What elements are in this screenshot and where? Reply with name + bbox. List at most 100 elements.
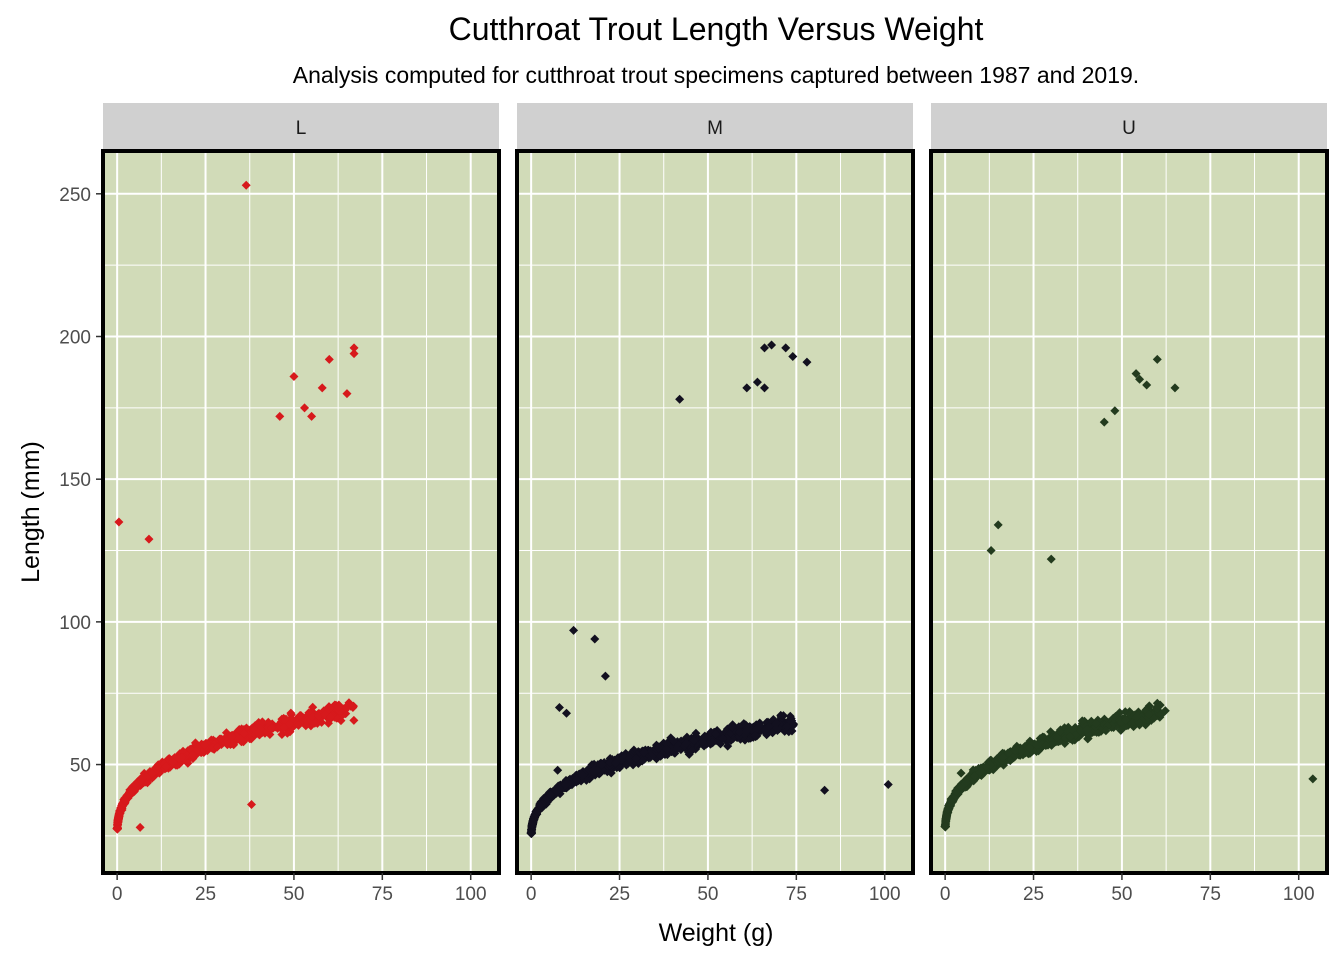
data-point <box>289 371 299 381</box>
x-tick-label: 50 <box>283 884 304 905</box>
data-point <box>760 383 769 393</box>
data-point <box>1308 774 1318 784</box>
facet-strip-label: U <box>1122 118 1136 139</box>
data-point <box>1135 374 1145 384</box>
data-point <box>637 756 647 766</box>
data-point <box>1144 710 1154 720</box>
panel-border <box>929 149 1329 875</box>
data-point <box>1010 745 1020 755</box>
data-point <box>286 708 296 718</box>
data-point <box>349 349 359 359</box>
data-point <box>1142 380 1152 390</box>
data-point <box>764 722 774 732</box>
data-point <box>951 786 961 796</box>
data-point <box>681 739 691 749</box>
data-point <box>275 411 285 421</box>
data-point <box>239 728 249 738</box>
facet-strip <box>931 103 1327 151</box>
data-point <box>1152 354 1162 364</box>
data-point <box>820 785 830 795</box>
data-point <box>545 790 555 800</box>
data-point <box>611 758 621 768</box>
panel-background <box>103 151 499 873</box>
data-point <box>728 722 738 732</box>
data-point <box>1116 725 1126 735</box>
data-point <box>254 728 264 738</box>
data-point <box>600 671 610 681</box>
data-point <box>562 708 571 718</box>
data-point <box>526 828 536 838</box>
data-point <box>940 821 950 831</box>
x-tick-label: 100 <box>869 884 901 905</box>
data-point <box>1156 710 1166 720</box>
data-point <box>1046 554 1056 564</box>
points <box>940 354 1318 832</box>
data-point <box>324 354 334 364</box>
facet-strip <box>103 103 499 151</box>
data-point <box>199 740 209 750</box>
data-point <box>279 723 289 733</box>
data-point <box>554 702 564 712</box>
data-point <box>1082 725 1092 735</box>
data-point <box>1121 715 1131 725</box>
data-point <box>1052 732 1062 742</box>
y-tick-label: 50 <box>70 756 91 777</box>
y-axis-title: Length (mm) <box>17 441 45 583</box>
data-point <box>342 389 352 399</box>
data-point <box>767 340 777 350</box>
data-point <box>782 722 792 732</box>
x-tick-label: 50 <box>1111 884 1132 905</box>
data-point <box>1077 716 1087 726</box>
data-point <box>562 778 572 788</box>
data-point <box>962 774 972 784</box>
facet-strip-label: M <box>707 118 723 139</box>
data-point <box>241 180 251 190</box>
data-point <box>675 394 685 404</box>
x-axis-title: Weight (g) <box>659 919 774 947</box>
data-point <box>295 711 305 721</box>
points <box>526 340 893 839</box>
data-point <box>1041 740 1051 750</box>
data-point <box>787 716 797 726</box>
data-point <box>1131 369 1141 379</box>
data-point <box>168 757 178 767</box>
data-point <box>341 703 351 713</box>
data-point <box>310 718 320 728</box>
data-point <box>152 761 162 771</box>
x-tick-label: 0 <box>940 884 951 905</box>
data-point <box>1170 383 1180 393</box>
data-point <box>174 754 184 764</box>
data-point <box>1101 726 1111 736</box>
data-point <box>1017 746 1027 756</box>
data-point <box>976 766 986 776</box>
data-point <box>1110 406 1120 416</box>
data-point <box>734 727 744 737</box>
data-point <box>689 736 699 746</box>
panel-background <box>517 151 913 873</box>
panel-border <box>101 149 501 875</box>
data-point <box>883 780 893 790</box>
data-point <box>1152 703 1162 713</box>
y-tick-label: 250 <box>59 185 91 206</box>
data-point <box>654 743 664 753</box>
data-point <box>760 343 769 353</box>
data-point <box>682 732 692 742</box>
grid <box>931 151 1327 873</box>
data-point <box>317 383 327 393</box>
data-point <box>112 824 122 834</box>
facet-strip-label: L <box>296 118 307 139</box>
data-point <box>307 411 317 421</box>
data-point <box>535 801 545 811</box>
chart-title: Cutthroat Trout Length Versus Weight <box>449 11 984 47</box>
data-point <box>710 729 720 739</box>
data-point <box>161 762 171 772</box>
data-point <box>120 795 130 805</box>
data-point <box>212 742 222 752</box>
data-point <box>1091 718 1101 728</box>
data-point <box>707 737 717 747</box>
data-point <box>257 717 267 727</box>
data-point <box>1038 732 1048 742</box>
data-point <box>284 719 294 729</box>
data-point <box>229 740 239 750</box>
data-point <box>750 731 760 741</box>
